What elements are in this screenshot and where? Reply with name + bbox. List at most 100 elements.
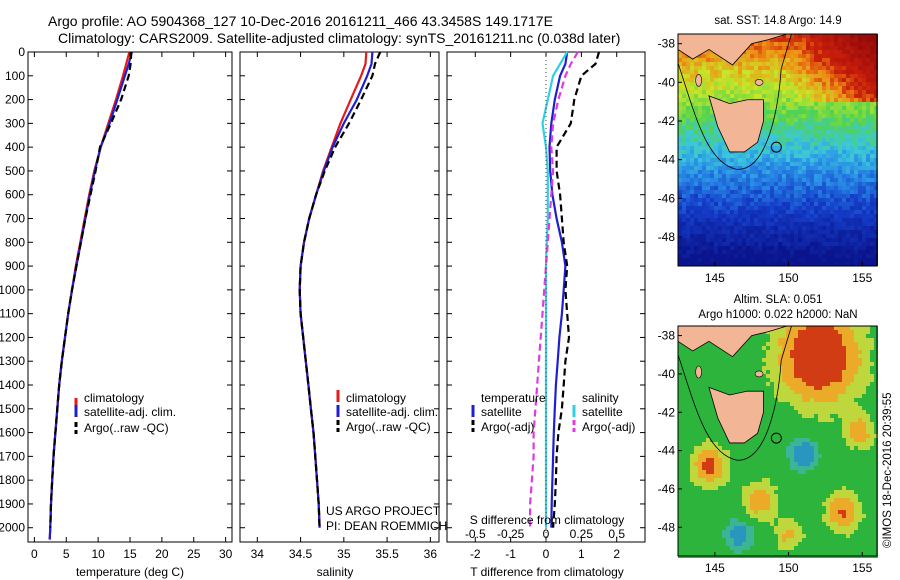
map-cell <box>838 246 842 250</box>
map-cell <box>846 82 850 86</box>
map-cell <box>858 74 862 78</box>
map-cell <box>754 350 758 354</box>
map-cell <box>710 258 714 262</box>
map-cell <box>778 170 782 174</box>
map-cell <box>794 138 798 142</box>
map-cell <box>798 34 802 38</box>
map-cell <box>794 106 798 110</box>
map-cell <box>870 246 874 250</box>
map-cell <box>846 434 850 438</box>
map-cell <box>802 146 806 150</box>
map-cell <box>818 242 822 246</box>
map-cell <box>850 430 854 434</box>
map-cell <box>802 378 806 382</box>
map-cell <box>826 222 830 226</box>
map-cell <box>710 130 714 134</box>
map-cell <box>746 242 750 246</box>
map-cell <box>750 258 754 262</box>
map-cell <box>786 154 790 158</box>
map-cell <box>758 466 762 470</box>
map-cell <box>778 62 782 66</box>
map-cell <box>870 122 874 126</box>
map-cell <box>798 46 802 50</box>
map-cell <box>850 346 854 350</box>
map-cell <box>830 86 834 90</box>
map-cell <box>678 218 682 222</box>
map-cell <box>774 102 778 106</box>
map-cell <box>834 74 838 78</box>
map-cell <box>730 450 734 454</box>
map-cell <box>734 362 738 366</box>
map-cell <box>834 262 838 266</box>
map-cell <box>802 122 806 126</box>
map-cell <box>826 90 830 94</box>
map-cell <box>846 214 850 218</box>
map-cell <box>838 442 842 446</box>
map-cell <box>790 394 794 398</box>
map-cell <box>774 366 778 370</box>
map-cell <box>678 454 682 458</box>
map-cell <box>690 358 694 362</box>
map-cell <box>842 430 846 434</box>
map-cell <box>858 414 862 418</box>
map-cell <box>718 178 722 182</box>
map-cell <box>718 86 722 90</box>
map-cell <box>794 258 798 262</box>
map-cell <box>754 46 758 50</box>
map-cell <box>694 410 698 414</box>
map-cell <box>766 234 770 238</box>
map-cell <box>702 166 706 170</box>
map-cell <box>806 94 810 98</box>
map-cell <box>730 78 734 82</box>
map-cell <box>822 442 826 446</box>
map-cell <box>870 450 874 454</box>
map-cell <box>818 346 822 350</box>
map-cell <box>818 98 822 102</box>
map-cell <box>758 54 762 58</box>
map-cell <box>818 170 822 174</box>
map-cell <box>834 250 838 254</box>
map-cell <box>750 238 754 242</box>
map-cell <box>762 386 766 390</box>
map-cell <box>746 150 750 154</box>
map-cell <box>722 242 726 246</box>
map-cell <box>806 106 810 110</box>
map-cell <box>702 194 706 198</box>
map-cell <box>726 470 730 474</box>
map-cell <box>690 170 694 174</box>
map-cell <box>698 214 702 218</box>
map-cell <box>858 130 862 134</box>
map-cell <box>842 98 846 102</box>
map-cell <box>866 94 870 98</box>
map-cell <box>790 358 794 362</box>
map-cell <box>834 62 838 66</box>
map-cell <box>730 238 734 242</box>
map-cell <box>774 230 778 234</box>
map-cell <box>842 242 846 246</box>
map-cell <box>698 206 702 210</box>
map-cell <box>782 218 786 222</box>
map-cell <box>710 82 714 86</box>
map-cell <box>714 218 718 222</box>
map-cell <box>686 166 690 170</box>
map-cell <box>738 450 742 454</box>
map-cell <box>822 218 826 222</box>
map-cell <box>754 54 758 58</box>
map-cell <box>858 146 862 150</box>
map-cell <box>782 102 786 106</box>
map-cell <box>734 174 738 178</box>
map-cell <box>842 354 846 358</box>
map-cell <box>746 182 750 186</box>
map-cell <box>770 386 774 390</box>
map-cell <box>806 218 810 222</box>
map-cell <box>770 346 774 350</box>
map-cell <box>834 102 838 106</box>
map-cell <box>802 242 806 246</box>
map-cell <box>858 226 862 230</box>
map-cell <box>786 454 790 458</box>
map-cell <box>678 234 682 238</box>
map-cell <box>870 158 874 162</box>
map-cell <box>834 178 838 182</box>
map-cell <box>714 370 718 374</box>
map-cell <box>718 198 722 202</box>
